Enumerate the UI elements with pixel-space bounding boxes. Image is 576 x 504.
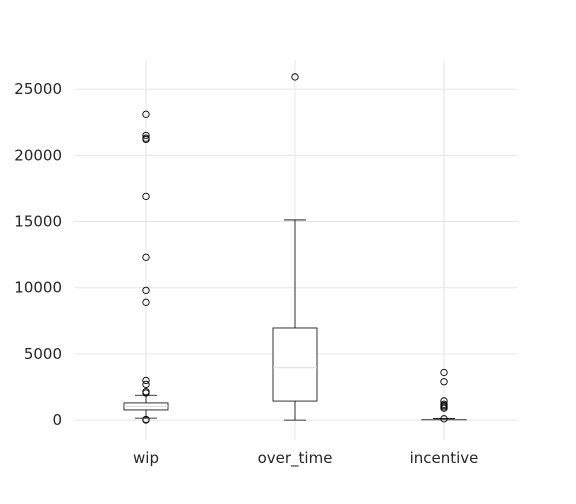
y-tick-label: 20000 — [14, 146, 62, 164]
y-tick-label: 5000 — [24, 345, 62, 363]
y-tick-label: 10000 — [14, 279, 62, 297]
outlier-point — [440, 368, 448, 377]
boxes — [123, 73, 467, 424]
outlier-point — [142, 376, 150, 385]
y-tick-labels: 0 5000 10000 15000 20000 25000 — [14, 80, 62, 429]
box-incentive — [421, 368, 467, 423]
y-tick-label: 0 — [52, 411, 62, 429]
box-over_time — [272, 73, 318, 421]
outlier-point — [291, 73, 299, 81]
outlier-point — [142, 389, 150, 397]
x-tick-label: incentive — [410, 449, 479, 467]
outlier-point — [142, 192, 150, 201]
outlier-point — [142, 380, 150, 389]
outlier-point — [440, 404, 448, 412]
outlier-point — [142, 131, 150, 140]
outlier-point — [440, 415, 448, 423]
outlier-point — [142, 286, 150, 295]
y-tick-label: 25000 — [14, 80, 62, 98]
outlier-point — [142, 298, 150, 306]
x-tick-label: wip — [133, 449, 159, 467]
iqr-box — [272, 327, 318, 402]
outlier-point — [142, 253, 150, 261]
outlier-point — [142, 416, 150, 424]
outlier-point — [142, 110, 150, 118]
x-tick-label: over_time — [258, 449, 333, 468]
outlier-point — [440, 378, 448, 386]
x-tick-labels: wip over_time incentive — [133, 449, 478, 468]
y-tick-label: 15000 — [14, 213, 62, 231]
box-wip — [123, 110, 169, 424]
outlier-point — [142, 135, 150, 144]
